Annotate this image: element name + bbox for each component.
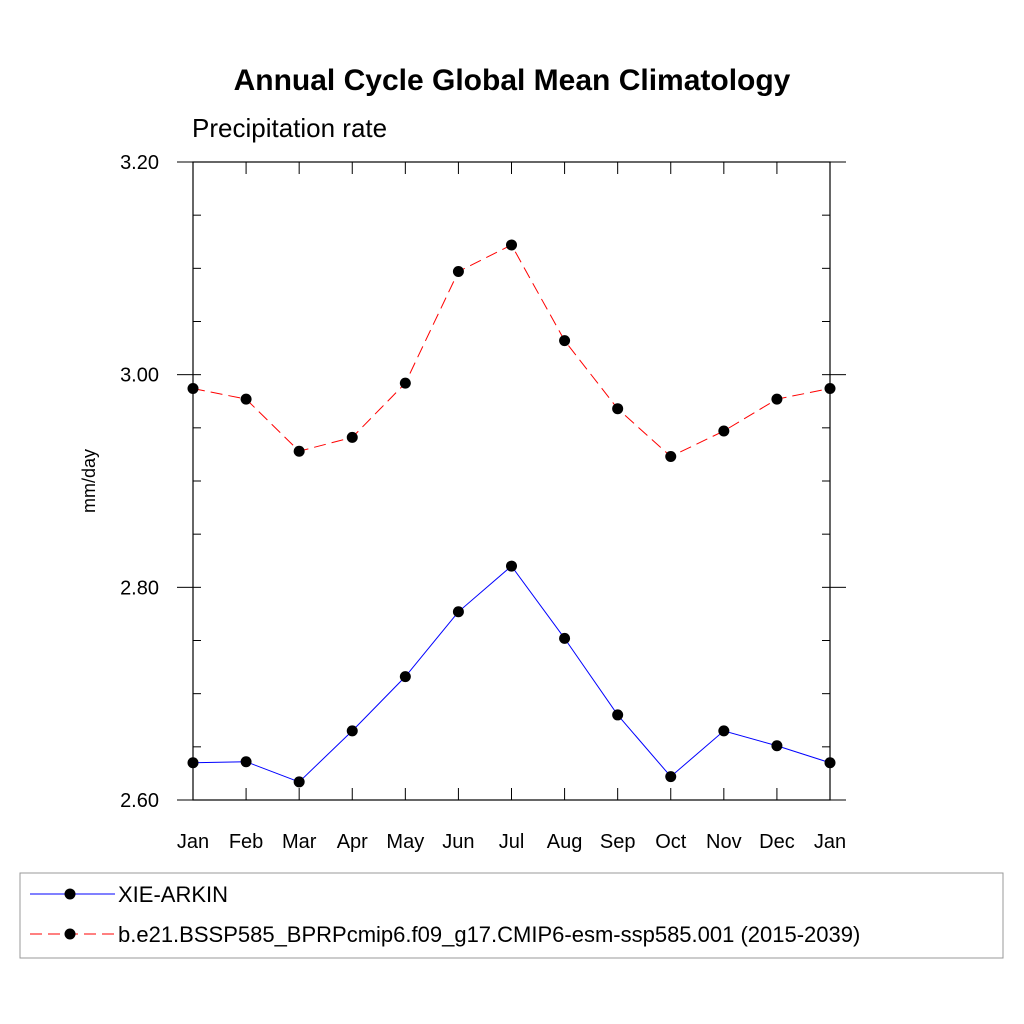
data-point [346,431,358,443]
plot-frame [192,161,831,801]
data-point [240,393,252,405]
data-point [293,445,305,457]
x-tick-label: Apr [337,831,368,853]
x-tick-label: Mar [282,831,317,853]
data-point [399,671,411,683]
data-point [452,606,464,618]
x-tick-label: Jan [814,831,846,853]
y-tick-label: 3.20 [120,152,159,174]
legend-item-2: b.e21.BSSP585_BPRPcmip6.f09_g17.CMIP6-es… [30,922,860,947]
data-point [452,266,464,278]
data-point [612,709,624,721]
data-point [240,756,252,768]
data-point [506,239,517,251]
data-point [771,740,783,752]
legend-marker [64,888,76,900]
data-point [771,393,783,405]
y-tick-label: 3.00 [120,365,159,387]
data-point [559,632,571,644]
data-point [559,335,571,347]
x-tick-label: Jan [177,831,209,853]
data-point [187,757,199,769]
data-point [346,725,358,737]
chart-title: Annual Cycle Global Mean Climatology [234,64,791,97]
data-point [824,757,836,769]
x-tick-label: Sep [600,831,636,853]
legend-item-1: XIE-ARKIN [30,882,228,907]
data-point [506,560,517,572]
data-point [665,771,677,783]
data-point [187,382,199,394]
data-point [665,451,677,463]
data-point [612,403,624,415]
data-point [399,377,411,389]
legend-label: XIE-ARKIN [118,882,228,907]
legend: XIE-ARKIN b.e21.BSSP585_BPRPcmip6.f09_g17… [30,882,860,947]
x-tick-label: Dec [759,831,795,853]
series-2 [187,239,836,463]
series-line [192,244,831,458]
series-line [192,565,831,783]
series-layer [187,239,836,788]
y-tick-label: 2.80 [120,577,159,599]
data-point [718,425,730,437]
x-tick-label: Feb [229,831,263,853]
x-tick-label: Jul [499,831,525,853]
x-tick-label: May [386,831,424,853]
data-point [718,725,730,737]
y-axis-label: mm/day [79,449,99,513]
series-1 [187,560,836,788]
axis-ticks: Jan Feb Mar Apr May Jun Jul Aug Sep Oct Nov Dec Jan 2… [120,152,846,853]
legend-marker [64,928,76,940]
chart-subtitle: Precipitation rate [192,113,387,143]
x-tick-label: Jun [442,831,474,853]
data-point [293,776,305,788]
legend-label: b.e21.BSSP585_BPRPcmip6.f09_g17.CMIP6-es… [118,922,860,947]
x-tick-label: Nov [706,831,742,853]
data-point [824,382,836,394]
x-tick-label: Oct [655,831,687,853]
y-tick-label: 2.60 [120,790,159,812]
legend-box [19,872,1004,959]
x-tick-label: Aug [547,831,583,853]
